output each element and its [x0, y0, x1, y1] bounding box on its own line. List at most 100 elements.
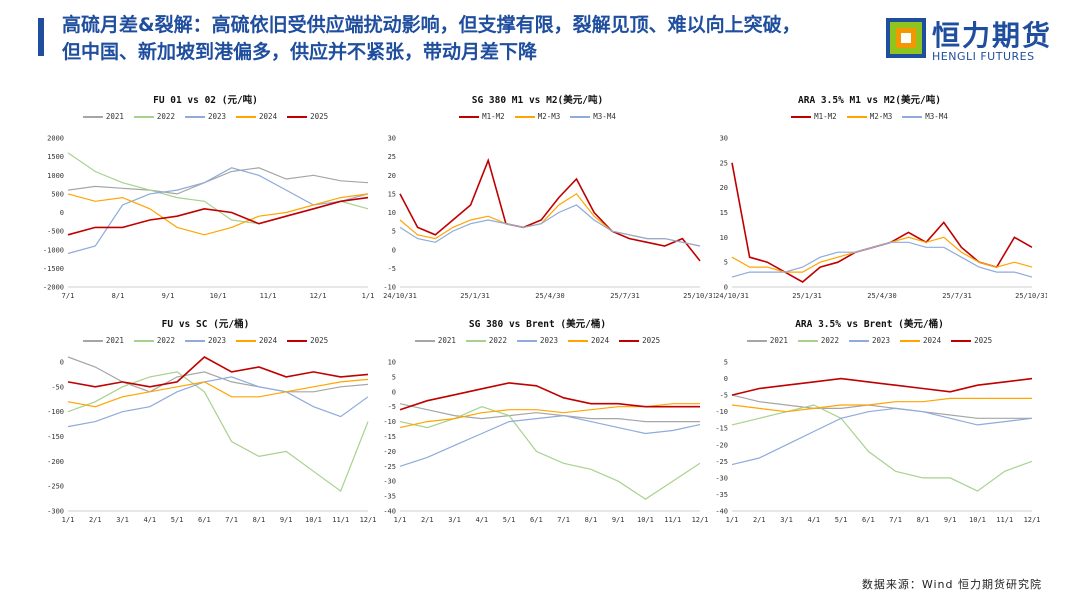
series-line-2024 [731, 397, 1032, 413]
x-tick-label: 25/4/30 [535, 292, 565, 300]
series-line-M1-M2 [399, 157, 701, 262]
legend-item: 2025 [951, 336, 992, 345]
y-tick-label: -40 [383, 508, 396, 516]
y-tick-label: 5 [392, 373, 396, 381]
legend-label: M2-M3 [869, 112, 893, 121]
y-tick-label: -200 [47, 458, 64, 466]
legend-item: 2022 [133, 112, 175, 121]
legend-swatch [82, 115, 103, 118]
chart-legend: 2021 2022 2023 2024 2025 [360, 336, 715, 345]
series-line-2021 [399, 403, 700, 423]
legend-item: 2025 [287, 112, 328, 121]
y-tick-label: -150 [47, 433, 64, 441]
series-line-2021 [67, 167, 369, 195]
x-tick-label: 9/1 [944, 516, 957, 524]
logo-text-en: HENGLI FUTURES [932, 50, 1035, 63]
legend-item: 2021 [82, 112, 124, 121]
y-tick-label: 0 [724, 284, 728, 292]
data-source-note: 数据来源：Wind 恒力期货研究院 [861, 578, 1042, 591]
legend-label: 2021 [769, 336, 788, 345]
y-tick-label: 0 [392, 246, 396, 254]
legend-swatch [619, 339, 640, 342]
y-tick-label: -25 [383, 463, 396, 471]
x-tick-label: 7/1 [62, 292, 75, 300]
x-tick-label: 7/1 [225, 516, 238, 524]
legend-item: 2023 [184, 336, 226, 345]
legend-label: M2-M3 [537, 112, 561, 121]
y-tick-label: -1000 [43, 246, 64, 254]
legend-label: 2022 [156, 336, 175, 345]
x-tick-label: 5/1 [171, 516, 184, 524]
legend-item: 2025 [287, 336, 328, 345]
legend-swatch [902, 115, 923, 118]
x-tick-label: 25/7/31 [610, 292, 640, 300]
y-tick-label: 0 [392, 388, 396, 396]
legend-item: 2024 [900, 336, 941, 345]
legend-swatch [848, 339, 869, 342]
page-title: 高硫月差&裂解：高硫依旧受供应端扰动影响，但支撑有限，裂解见顶、难以向上突破， … [62, 12, 862, 66]
page-title-line1: 高硫月差&裂解：高硫依旧受供应端扰动影响，但支撑有限，裂解见顶、难以向上突破， [62, 14, 801, 36]
legend-swatch [287, 115, 308, 118]
y-tick-label: 25 [388, 153, 396, 161]
legend-swatch [184, 115, 205, 118]
legend-label: M3-M4 [593, 112, 616, 121]
series-line-2025 [67, 356, 369, 388]
legend-label: 2023 [207, 112, 227, 121]
legend-label: 2022 [488, 336, 507, 345]
y-tick-label: -30 [715, 474, 728, 482]
x-tick-label: 10/1 [969, 516, 986, 524]
legend-item: 2022 [797, 336, 839, 345]
legend-swatch [951, 339, 972, 342]
x-tick-label: 25/1/31 [792, 292, 822, 300]
y-tick-label: 20 [720, 184, 728, 192]
chart-title: FU vs SC (元/桶) [161, 319, 250, 330]
chart-title: FU 01 vs 02 (元/吨) [153, 95, 258, 106]
x-tick-label: 10/1 [637, 516, 654, 524]
series-line-2022 [67, 152, 369, 225]
chart-panel-fu-sc: FU vs SC (元/桶) 2021 2022 2023 2024 2025 0 -50… [28, 316, 383, 531]
legend-label: 2022 [156, 112, 175, 121]
x-tick-label: 24/10/31 [383, 292, 417, 300]
y-tick-label: 15 [720, 209, 728, 217]
logo-mark-icon [886, 18, 926, 58]
y-tick-label: 0 [60, 209, 64, 217]
legend-swatch [746, 339, 767, 342]
x-tick-label: 8/1 [253, 516, 266, 524]
legend-swatch [414, 339, 435, 342]
y-tick-label: -500 [47, 228, 64, 236]
legend-item: 2023 [184, 112, 227, 121]
legend-swatch [465, 339, 486, 342]
legend-label: 2021 [105, 112, 124, 121]
series-line-M3-M4 [731, 241, 1033, 278]
legend-label: M1-M2 [482, 112, 505, 121]
y-tick-label: 10 [388, 359, 396, 367]
x-tick-label: 10/1 [305, 516, 322, 524]
series-line-2025 [399, 382, 700, 411]
y-tick-label: -10 [715, 408, 728, 416]
y-tick-label: -5 [388, 403, 396, 411]
legend-item: 2023 [848, 336, 890, 345]
legend-swatch [133, 115, 154, 118]
chart-title: SG 380 vs Brent (美元/桶) [468, 319, 607, 330]
y-tick-label: -5 [720, 392, 728, 400]
legend-swatch [459, 115, 480, 118]
legend-label: 2023 [539, 336, 559, 345]
x-tick-label: 25/7/31 [942, 292, 972, 300]
series-line-2023 [67, 376, 369, 428]
x-tick-label: 3/1 [448, 516, 461, 524]
legend-item: 2021 [82, 336, 124, 345]
legend-label: 2025 [642, 336, 661, 345]
legend-item: 2024 [236, 336, 277, 345]
y-tick-label: -1500 [43, 265, 64, 273]
y-tick-label: -250 [47, 483, 64, 491]
legend-item: 2022 [465, 336, 507, 345]
x-tick-label: 5/1 [503, 516, 516, 524]
legend-item: 2024 [236, 112, 277, 121]
x-tick-label: 8/1 [585, 516, 598, 524]
chart-panel-sg-brent: SG 380 vs Brent (美元/桶) 2021 2022 2023 2024 2… [360, 316, 715, 531]
chart-legend: 2021 2022 2023 2024 2025 [692, 336, 1047, 345]
y-tick-label: 0 [724, 375, 728, 383]
legend-swatch [514, 115, 535, 118]
legend-swatch [791, 115, 812, 118]
